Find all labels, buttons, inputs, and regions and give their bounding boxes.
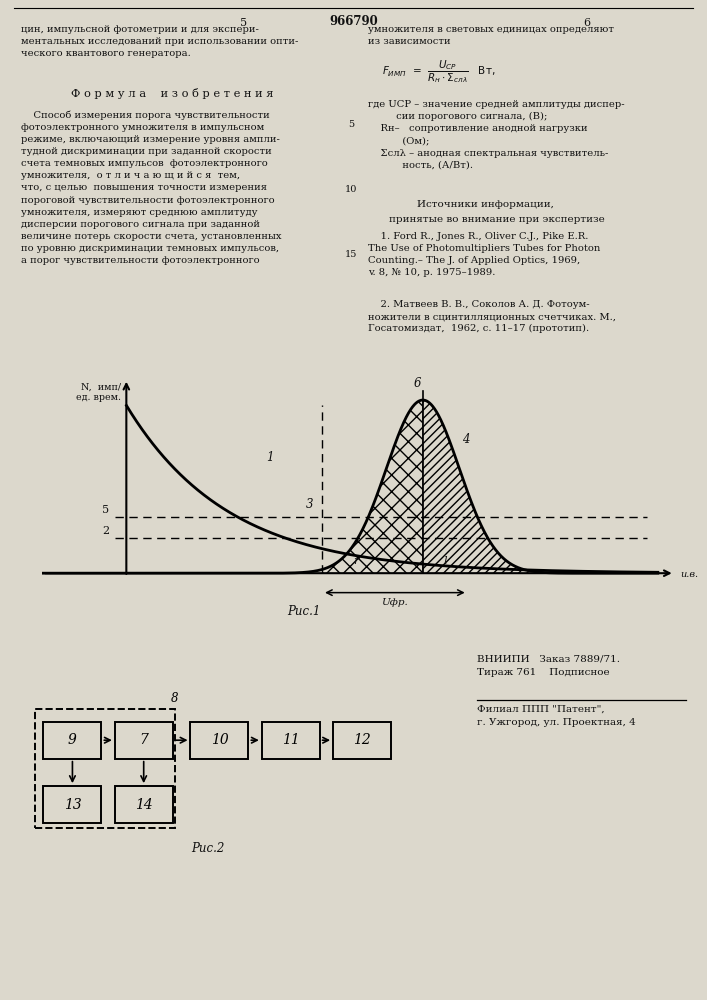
Text: и.в.: и.в. xyxy=(680,570,699,579)
Text: Рис.2: Рис.2 xyxy=(192,842,225,855)
Text: 9: 9 xyxy=(68,733,77,747)
Text: Способ измерения порога чувствительности
фотоэлектронного умножителя в импульсно: Способ измерения порога чувствительности… xyxy=(21,110,281,265)
Text: N,  имп/
ед. врем.: N, имп/ ед. врем. xyxy=(76,382,121,402)
Bar xyxy=(262,722,320,759)
Text: 2. Матвеев В. В., Соколов А. Д. Фотоум-
ножители в сцинтилляционных счетчиках. М: 2. Матвеев В. В., Соколов А. Д. Фотоум- … xyxy=(368,300,616,333)
Bar xyxy=(35,709,175,828)
Text: $F_{\mathit{ИМП}}$  =  $\dfrac{U_{\mathit{СР}}}{R_{\mathit{н}}\cdot\Sigma_{\math: $F_{\mathit{ИМП}}$ = $\dfrac{U_{\mathit{… xyxy=(382,58,496,85)
Text: r: r xyxy=(353,556,358,566)
Text: 1. Ford R., Jones R., Oliver C.J., Pike E.R.
The Use of Photomultipliers Tubes f: 1. Ford R., Jones R., Oliver C.J., Pike … xyxy=(368,232,600,277)
Bar xyxy=(115,722,173,759)
Text: 3: 3 xyxy=(306,498,314,511)
Bar xyxy=(44,786,101,823)
Text: 13: 13 xyxy=(64,798,81,812)
Text: принятые во внимание при экспертизе: принятые во внимание при экспертизе xyxy=(389,215,604,224)
Text: 5: 5 xyxy=(240,18,247,28)
Bar xyxy=(333,722,391,759)
Bar xyxy=(115,786,173,823)
Text: Источники информации,: Источники информации, xyxy=(417,200,554,209)
Text: цин, импульсной фотометрии и для экспери-
ментальных исследований при использова: цин, импульсной фотометрии и для экспери… xyxy=(21,25,298,58)
Text: Uфр.: Uфр. xyxy=(382,598,408,607)
Text: 14: 14 xyxy=(135,798,153,812)
Text: 7: 7 xyxy=(139,733,148,747)
Text: умножителя в световых единицах определяют
из зависимости: умножителя в световых единицах определяю… xyxy=(368,25,614,46)
Text: 6: 6 xyxy=(583,18,590,28)
Text: 10: 10 xyxy=(211,733,228,747)
Text: 4: 4 xyxy=(462,433,469,446)
Text: 10: 10 xyxy=(345,185,358,194)
Bar xyxy=(190,722,248,759)
Text: Ф о р м у л а    и з о б р е т е н и я: Ф о р м у л а и з о б р е т е н и я xyxy=(71,88,273,99)
Text: 5: 5 xyxy=(349,120,354,129)
Text: 15: 15 xyxy=(345,250,358,259)
Text: 8: 8 xyxy=(171,692,179,705)
Bar xyxy=(44,722,101,759)
Text: 1: 1 xyxy=(267,451,274,464)
Text: Рис.1: Рис.1 xyxy=(287,605,321,618)
Text: где UСР – значение средней амплитуды диспер-
         сии порогового сигнала, (В: где UСР – значение средней амплитуды дис… xyxy=(368,100,624,170)
Text: 5: 5 xyxy=(103,505,110,515)
Text: 2: 2 xyxy=(103,526,110,536)
Text: ВНИИПИ   Заказ 7889/71.
Тираж 761    Подписное: ВНИИПИ Заказ 7889/71. Тираж 761 Подписно… xyxy=(477,655,620,677)
Text: 11: 11 xyxy=(282,733,300,747)
Text: Филиал ППП "Патент",
г. Ужгород, ул. Проектная, 4: Филиал ППП "Патент", г. Ужгород, ул. Про… xyxy=(477,705,636,727)
Text: 6: 6 xyxy=(414,377,421,390)
Text: 966790: 966790 xyxy=(329,15,378,28)
Text: 12: 12 xyxy=(353,733,371,747)
Text: l: l xyxy=(443,556,447,566)
